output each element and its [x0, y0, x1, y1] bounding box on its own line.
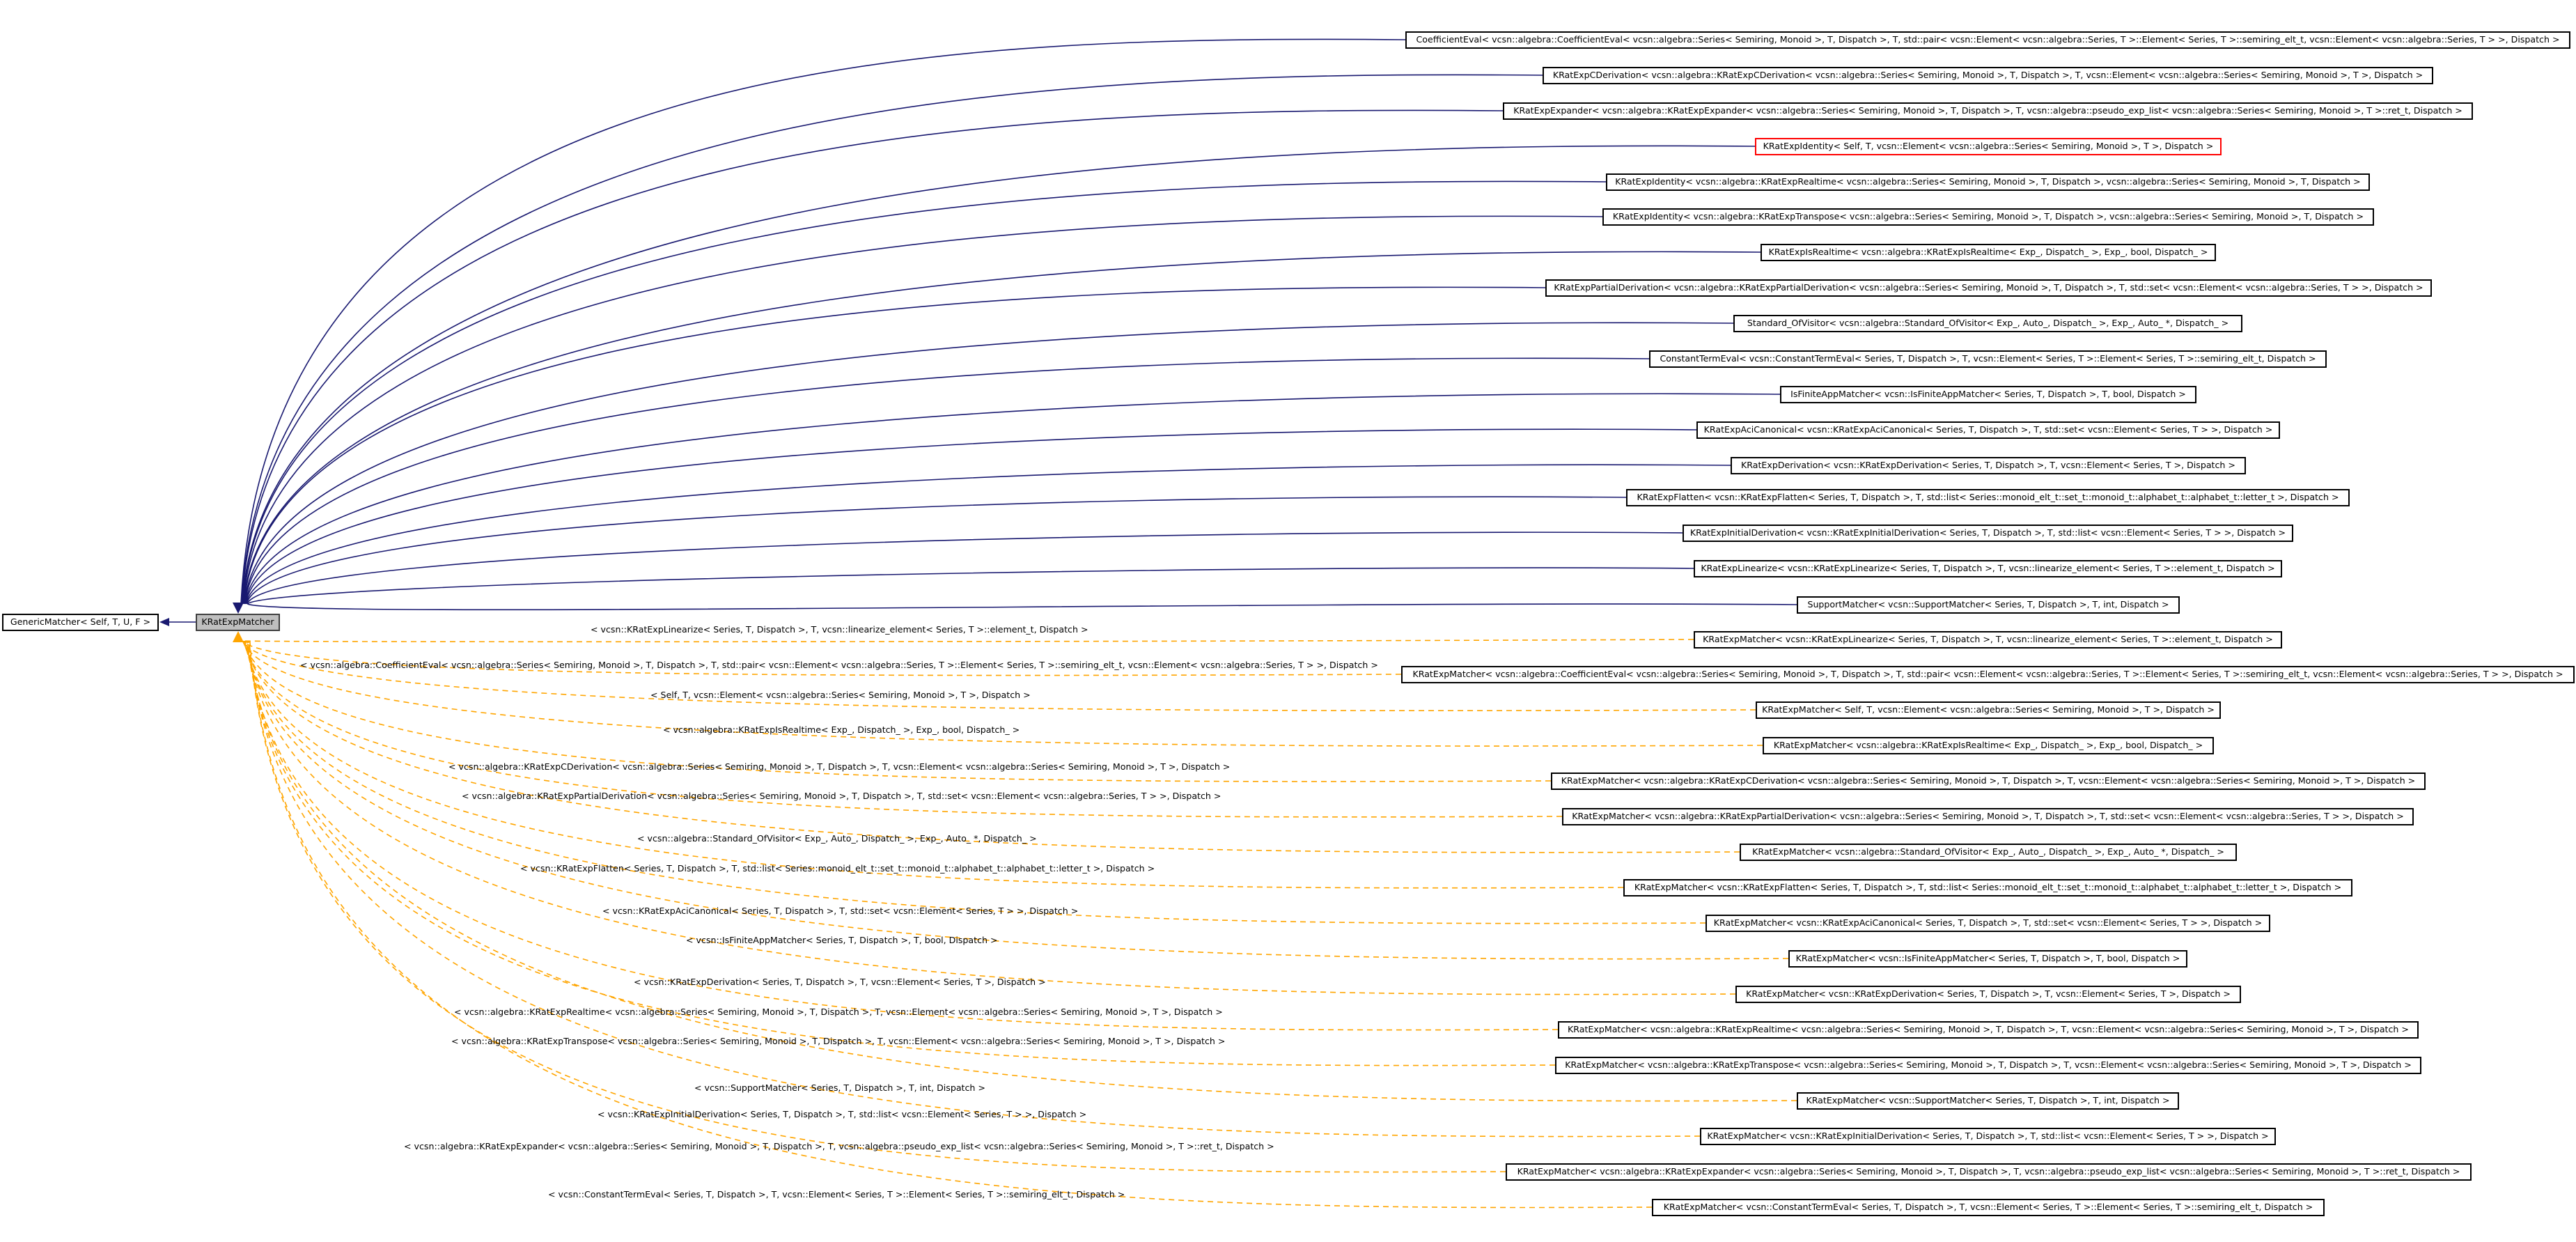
derived-node[interactable]: KRatExpExpander< vcsn::algebra::KRatExpE…: [1503, 102, 2473, 120]
instance-node[interactable]: KRatExpMatcher< vcsn::algebra::KRatExpCD…: [1551, 773, 2426, 790]
derived-node[interactable]: KRatExpPartialDerivation< vcsn::algebra:…: [1545, 279, 2432, 297]
derived-node[interactable]: KRatExpAciCanonical< vcsn::KRatExpAciCan…: [1696, 421, 2280, 439]
inheritance-edge: [244, 322, 1734, 605]
instance-node[interactable]: KRatExpMatcher< vcsn::IsFiniteAppMatcher…: [1788, 950, 2187, 968]
instance-node[interactable]: KRatExpMatcher< vcsn::algebra::KRatExpPa…: [1562, 808, 2414, 825]
inheritance-edge: [244, 393, 1781, 605]
edge-label: < vcsn::KRatExpInitialDerivation< Series…: [598, 1109, 1087, 1119]
instance-node[interactable]: KRatExpMatcher< vcsn::algebra::KRatExpIs…: [1763, 737, 2214, 754]
template-edge: [245, 640, 1789, 960]
template-edge: [249, 640, 1506, 1173]
derived-node-highlighted[interactable]: KRatExpIdentity< Self, T, vcsn::Element<…: [1755, 138, 2222, 155]
template-edge: [246, 640, 1736, 995]
edge-label: < vcsn::algebra::KRatExpExpander< vcsn::…: [404, 1141, 1274, 1151]
derived-node[interactable]: KRatExpFlatten< vcsn::KRatExpFlatten< Se…: [1626, 489, 2350, 506]
derived-node[interactable]: KRatExpIsRealtime< vcsn::algebra::KRatEx…: [1761, 244, 2216, 261]
template-edge: [240, 639, 1694, 643]
instance-node[interactable]: KRatExpMatcher< vcsn::KRatExpInitialDeri…: [1700, 1128, 2276, 1145]
inheritance-edge: [242, 215, 1603, 605]
edge-label: < vcsn::ConstantTermEval< Series, T, Dis…: [548, 1189, 1125, 1200]
template-edge: [242, 640, 1763, 747]
inheritance-edge: [242, 251, 1761, 605]
template-edge: [241, 640, 1756, 712]
derived-node[interactable]: SupportMatcher< vcsn::SupportMatcher< Se…: [1797, 596, 2180, 614]
inheritance-edge: [247, 603, 1797, 611]
edge-label: < vcsn::IsFiniteAppMatcher< Series, T, D…: [686, 935, 998, 945]
template-edge: [241, 640, 1402, 676]
derived-node[interactable]: ConstantTermEval< vcsn::ConstantTermEval…: [1649, 350, 2327, 368]
instance-node[interactable]: KRatExpMatcher< vcsn::ConstantTermEval< …: [1652, 1199, 2325, 1216]
derived-node[interactable]: Standard_OfVisitor< vcsn::algebra::Stand…: [1733, 315, 2242, 332]
instance-node[interactable]: KRatExpMatcher< vcsn::SupportMatcher< Se…: [1797, 1092, 2179, 1110]
inheritance-edge: [241, 109, 1504, 605]
instance-node[interactable]: KRatExpMatcher< vcsn::algebra::KRatExpTr…: [1555, 1057, 2421, 1074]
derived-node[interactable]: KRatExpCDerivation< vcsn::algebra::KRatE…: [1543, 67, 2433, 84]
instance-node[interactable]: KRatExpMatcher< vcsn::algebra::Standard_…: [1740, 844, 2237, 861]
inheritance-edge: [245, 464, 1731, 605]
edge-label: < vcsn::algebra::KRatExpRealtime< vcsn::…: [454, 1007, 1223, 1017]
inheritance-edge: [246, 496, 1627, 605]
inheritance-arrowhead: [233, 603, 244, 614]
derived-node[interactable]: IsFiniteAppMatcher< vcsn::IsFiniteAppMat…: [1780, 386, 2196, 403]
instance-node[interactable]: KRatExpMatcher< vcsn::KRatExpLinearize< …: [1694, 631, 2282, 649]
edge-label: < vcsn::KRatExpDerivation< Series, T, Di…: [634, 977, 1046, 987]
instance-node[interactable]: KRatExpMatcher< vcsn::KRatExpFlatten< Se…: [1623, 879, 2352, 896]
derived-node[interactable]: KRatExpIdentity< vcsn::algebra::KRatExpR…: [1606, 173, 2370, 191]
edge-label: < vcsn::KRatExpLinearize< Series, T, Dis…: [591, 624, 1088, 635]
derived-node[interactable]: KRatExpInitialDerivation< vcsn::KRatExpI…: [1683, 525, 2293, 542]
inheritance-edge: [240, 74, 1543, 605]
inheritance-edge: [243, 286, 1546, 605]
base-arrowhead: [159, 618, 169, 626]
inheritance-edge: [244, 357, 1650, 605]
template-edge: [243, 640, 1563, 818]
edge-label: < vcsn::algebra::KRatExpCDerivation< vcs…: [448, 761, 1231, 772]
template-edge: [244, 640, 1706, 924]
edge-label: < Self, T, vcsn::Element< vcsn::algebra:…: [650, 690, 1031, 700]
edge-label: < vcsn::SupportMatcher< Series, T, Dispa…: [694, 1082, 985, 1093]
template-edge: [242, 640, 1552, 782]
template-edge: [249, 640, 1653, 1209]
instance-node[interactable]: KRatExpMatcher< vcsn::KRatExpAciCanonica…: [1705, 915, 2270, 932]
edge-label: < vcsn::algebra::KRatExpPartialDerivatio…: [462, 791, 1221, 801]
template-edge: [244, 640, 1624, 889]
inheritance-edge: [240, 38, 1406, 605]
edge-label: < vcsn::algebra::KRatExpIsRealtime< Exp_…: [663, 724, 1020, 735]
instance-node[interactable]: KRatExpMatcher< vcsn::algebra::KRatExpRe…: [1558, 1021, 2419, 1039]
instance-node[interactable]: KRatExpMatcher< vcsn::algebra::Coefficie…: [1401, 666, 2575, 683]
derived-node[interactable]: KRatExpDerivation< vcsn::KRatExpDerivati…: [1731, 457, 2246, 474]
derived-node[interactable]: KRatExpLinearize< vcsn::KRatExpLinearize…: [1694, 560, 2282, 577]
template-edge: [244, 640, 1740, 853]
inheritance-edge: [242, 180, 1607, 605]
template-arrowhead: [233, 631, 244, 642]
template-edge: [247, 640, 1797, 1102]
template-edge: [247, 640, 1559, 1031]
instance-node[interactable]: KRatExpMatcher< Self, T, vcsn::Element< …: [1756, 701, 2221, 719]
inheritance-edge: [247, 567, 1694, 605]
derived-node[interactable]: KRatExpIdentity< vcsn::algebra::KRatExpT…: [1602, 208, 2374, 226]
edge-label: < vcsn::KRatExpAciCanonical< Series, T, …: [602, 906, 1079, 916]
template-edge: [247, 640, 1556, 1066]
node-generic-matcher[interactable]: GenericMatcher< Self, T, U, F >: [2, 614, 159, 631]
edge-label: < vcsn::algebra::KRatExpTranspose< vcsn:…: [451, 1036, 1226, 1046]
inheritance-edge: [246, 531, 1683, 605]
instance-node[interactable]: KRatExpMatcher< vcsn::KRatExpDerivation<…: [1735, 986, 2241, 1003]
inheritance-edge: [244, 428, 1697, 605]
inheritance-edge: [242, 145, 1756, 605]
edge-label: < vcsn::algebra::Standard_OfVisitor< Exp…: [637, 833, 1037, 844]
template-edge: [248, 640, 1701, 1138]
node-kratexp-matcher[interactable]: KRatExpMatcher: [196, 614, 280, 631]
instance-node[interactable]: KRatExpMatcher< vcsn::algebra::KRatExpEx…: [1506, 1163, 2472, 1181]
edge-label: < vcsn::algebra::CoefficientEval< vcsn::…: [300, 660, 1378, 670]
derived-node[interactable]: CoefficientEval< vcsn::algebra::Coeffici…: [1405, 31, 2570, 49]
edge-label: < vcsn::KRatExpFlatten< Series, T, Dispa…: [520, 863, 1155, 874]
